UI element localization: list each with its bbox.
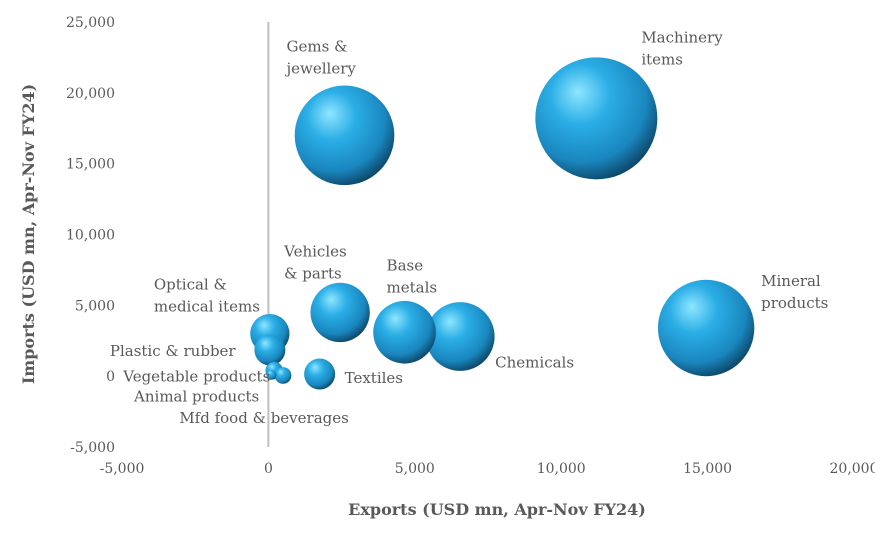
y-tick-label: 0 <box>106 369 115 385</box>
bubble-label-line: Chemicals <box>495 354 574 372</box>
bubble <box>426 302 495 371</box>
bubble-label-line: items <box>641 50 683 68</box>
bubble-label-line: medical items <box>154 298 260 316</box>
x-tick-label: 20,000 <box>830 461 875 477</box>
bubbles <box>250 57 754 389</box>
bubble-label: Optical & medical items <box>154 276 260 316</box>
bubble-label-line: Gems & <box>287 37 348 55</box>
x-tick-label: 0 <box>264 461 273 477</box>
bubble-label: Mineral products <box>761 272 828 312</box>
bubble <box>535 57 657 179</box>
bubble-label: Textiles <box>345 369 403 387</box>
y-tick-label: 5,000 <box>75 298 115 314</box>
bubble-label-line: Plastic & rubber <box>110 342 237 360</box>
bubble-label-line: Base <box>387 256 424 274</box>
bubble-label: Machinery items <box>641 28 723 68</box>
bubble-label-line: Vegetable products <box>122 368 270 386</box>
y-tick-label: 15,000 <box>66 157 115 173</box>
bubble-label-line: Textiles <box>345 369 403 387</box>
bubble-label-line: products <box>761 294 828 312</box>
bubble-label-line: metals <box>387 278 438 296</box>
bubble-label: Animal products <box>133 387 259 405</box>
y-tick-label: 25,000 <box>66 15 115 31</box>
axes: -5,000 0 5,000 10,000 15,000 20,000 -5,000 0 5,0… <box>66 15 875 477</box>
x-tick-label: 5,000 <box>395 461 435 477</box>
bubble-label: Vegetable products <box>122 368 270 386</box>
x-tick-label: -5,000 <box>100 461 145 477</box>
bubble <box>275 367 292 384</box>
x-tick-label: 10,000 <box>537 461 586 477</box>
bubble-label-line: Machinery <box>641 28 723 46</box>
bubble-label: Plastic & rubber <box>110 342 237 360</box>
bubble-label-line: Animal products <box>133 387 259 405</box>
bubble-label-line: jewellery <box>285 59 357 77</box>
bubble-label: Mfd food & beverages <box>179 409 349 427</box>
bubble <box>304 359 335 390</box>
x-tick-label: 15,000 <box>683 461 732 477</box>
bubble-label-line: Vehicles <box>283 242 347 260</box>
x-axis-title: Exports (USD mn, Apr-Nov FY24) <box>348 500 646 519</box>
y-axis-title: Imports (USD mn, Apr-Nov FY24) <box>19 84 38 384</box>
bubble-label: Vehicles & parts <box>283 242 347 282</box>
bubble-label-line: & parts <box>284 264 342 282</box>
bubble <box>295 86 395 186</box>
bubble <box>373 301 436 364</box>
bubble-label: Chemicals <box>495 354 574 372</box>
y-tick-label: -5,000 <box>70 440 115 456</box>
bubble-label: Gems & jewellery <box>285 37 357 77</box>
bubble <box>658 280 754 376</box>
bubble-label-line: Mfd food & beverages <box>179 409 349 427</box>
y-tick-label: 10,000 <box>66 228 115 244</box>
bubble-label: Base metals <box>387 256 438 296</box>
y-tick-label: 20,000 <box>66 86 115 102</box>
bubble-label-line: Mineral <box>761 272 821 290</box>
bubble <box>310 283 369 342</box>
bubble-label-line: Optical & <box>154 276 227 294</box>
bubble <box>254 334 285 365</box>
